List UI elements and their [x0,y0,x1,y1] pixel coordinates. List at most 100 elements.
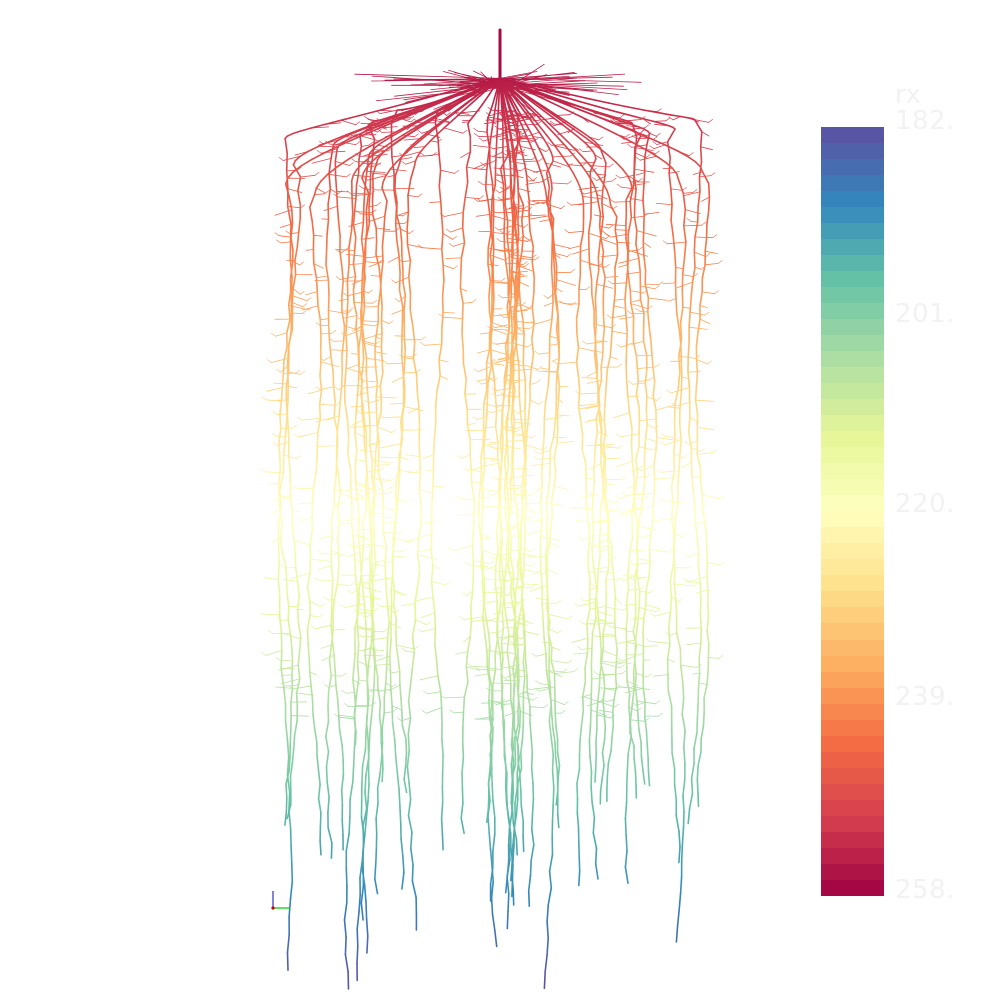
lateral-root-segment [382,531,400,534]
lateral-root-segment [345,367,363,374]
root-segment [597,401,603,419]
root-segment [550,485,556,502]
lateral-root-hair [400,647,406,652]
colorbar-band [821,639,884,656]
root-segment [429,133,438,142]
root-segment [400,697,403,713]
lateral-root-hair [272,411,278,415]
colorbar-band [821,815,884,832]
lateral-root-hair [528,114,534,119]
root-segment [309,530,314,546]
root-segment [471,544,475,562]
root-segment [291,673,294,690]
root-segment [540,89,563,97]
root-segment [403,764,407,780]
root-segment [509,184,513,203]
lateral-root-segment [594,154,603,160]
lateral-root-hair [508,324,513,329]
root-segment [602,700,606,715]
lateral-root-segment [439,375,448,380]
lateral-root-hair [606,516,612,521]
root-segment [352,128,365,134]
lateral-root-hair [651,517,657,522]
root-segment [352,223,357,239]
lateral-root-segment [538,352,550,355]
root-segment [488,279,492,298]
lateral-root-segment [501,651,517,655]
lateral-root-hair [639,586,644,590]
root-segment [341,138,350,144]
colorbar-band [821,319,884,336]
root-segment [509,592,514,608]
root-segment [670,485,674,504]
root-segment [394,162,401,176]
lateral-root-hair [297,416,302,421]
root-segment [388,655,392,674]
root-segment [510,310,513,328]
root-segment [510,417,514,435]
root-segment [277,543,281,563]
lateral-root-segment [443,212,464,217]
root-segment [602,276,606,292]
lateral-root-hair [609,198,615,203]
root-segment [529,368,533,386]
root-segment [378,266,382,282]
root-segment [530,828,535,846]
root-segment [563,143,574,155]
root-segment [549,436,555,452]
root-segment [284,137,289,154]
root-segment [554,252,558,268]
root-segment [409,847,414,866]
root-segment [402,281,407,297]
root-segment [698,642,702,659]
root-segment [372,510,375,530]
root-segment [277,482,281,498]
root-segment [671,167,678,175]
root-segment [670,219,675,237]
lateral-root-segment [423,343,443,346]
root-segment [509,556,515,574]
root-segment [704,236,708,252]
lateral-root-hair [401,160,406,165]
root-segment [373,544,377,564]
root-segment [675,814,680,833]
root-segment [409,164,416,180]
lateral-root-segment [627,175,639,182]
root-segment [642,617,645,634]
lateral-root-segment [314,193,326,196]
root-segment [542,180,547,191]
root-segment [550,712,554,729]
root-segment [397,657,401,673]
root-segment [560,95,582,103]
lateral-root-hair [684,578,690,582]
root-segment [556,428,559,445]
root-segment [278,489,282,510]
root-segment [548,719,553,739]
lateral-root-hair [446,112,451,116]
lateral-root-hair [319,140,324,145]
root-segment [503,215,506,233]
lateral-root-segment [309,615,320,618]
lateral-root-hair [509,268,515,273]
root-segment [354,730,357,746]
lateral-root-segment [361,491,376,497]
root-segment [653,450,657,467]
lateral-root-segment [648,297,668,301]
lateral-root-segment [507,510,523,517]
root-segment [643,464,646,481]
lateral-root-segment [329,188,339,195]
lateral-root-hair [552,360,558,365]
root-segment [591,616,597,634]
lateral-root-segment [616,241,631,244]
root-segment [642,769,646,785]
root-segment [361,748,367,767]
lateral-root-segment [443,696,465,699]
root-segment [503,586,506,605]
root-segment [524,659,528,677]
lateral-root-hair [558,414,564,418]
root-segment [366,125,381,132]
root-segment [514,591,517,609]
root-segment [579,162,587,173]
colorbar-band [821,239,884,256]
